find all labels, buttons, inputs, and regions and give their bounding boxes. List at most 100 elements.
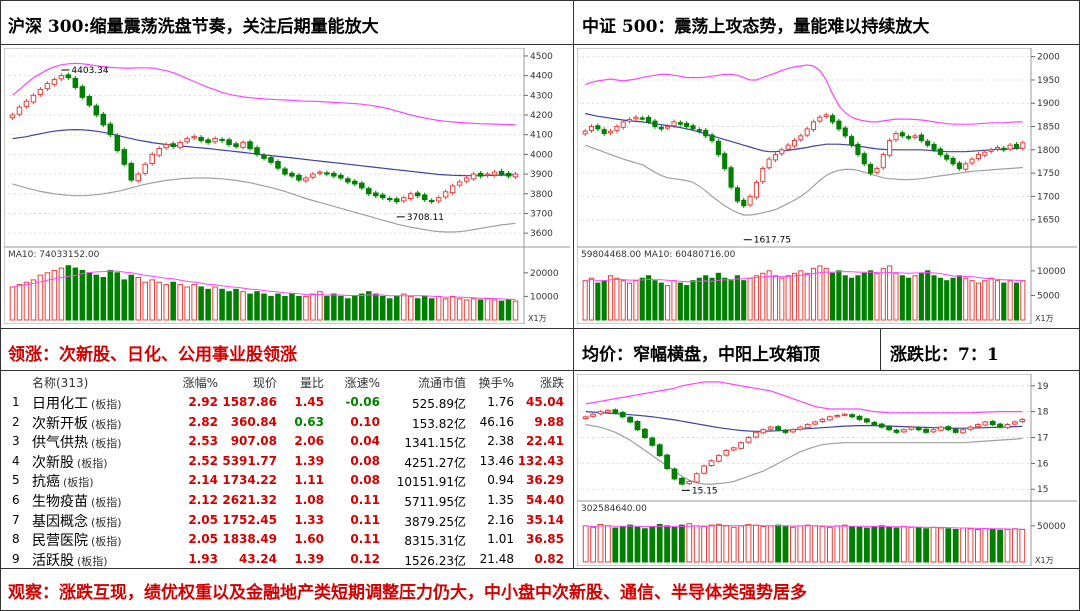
table-row[interactable]: 3 2.53 907.08 2.06 0.04 1341.15亿 2.38 22.41 供气供热… <box>6 432 566 452</box>
volume-bar <box>900 526 907 563</box>
volume-bar <box>779 277 785 321</box>
divider-mid-bottom <box>0 370 1080 371</box>
candle-body <box>960 429 967 434</box>
volume-bar <box>379 295 386 321</box>
row-price: 1587.86 <box>222 395 277 409</box>
candle-body <box>614 126 620 131</box>
volume-bar <box>627 524 634 563</box>
candle-body <box>100 113 107 126</box>
col-cap[interactable]: 流通市值 <box>417 376 466 390</box>
row-tag: (板指) <box>91 398 122 411</box>
lower-band-line <box>585 424 1023 485</box>
candle-body <box>893 429 900 433</box>
candle-body <box>723 449 730 456</box>
volume-bar <box>861 272 867 321</box>
volume-bar <box>842 275 848 321</box>
table-row[interactable]: 4 2.52 5391.77 1.39 0.08 4251.27亿 13.46 132.43 次… <box>6 452 566 472</box>
volume-bar <box>184 286 190 321</box>
row-cap: 3879.25亿 <box>404 514 466 529</box>
candle-body <box>597 411 604 415</box>
row-vol-ratio: 2.06 <box>294 434 324 449</box>
col-amount[interactable]: 涨跌 <box>539 376 564 390</box>
annotation-label: 3708.11 <box>407 213 444 223</box>
col-vol-ratio[interactable]: 量比 <box>299 376 324 390</box>
volume-bar <box>829 272 836 321</box>
col-turnover[interactable]: 换手% <box>478 376 514 390</box>
row-cap: 10151.91亿 <box>396 475 466 490</box>
table-row[interactable]: 2 2.82 360.84 0.63 0.10 153.82亿 46.16 9.88 次新开板(… <box>6 413 566 433</box>
volume-bar <box>871 526 878 563</box>
col-change[interactable]: 涨幅% <box>182 376 218 390</box>
volume-bar <box>826 526 833 563</box>
candle-body <box>671 468 678 480</box>
divider-vertical-top <box>573 0 574 368</box>
row-change: 2.53 <box>188 434 218 449</box>
volume-bar <box>812 525 819 563</box>
candle-body <box>804 424 811 429</box>
volume-bar <box>775 524 782 563</box>
volume-bar <box>886 526 893 563</box>
col-speed[interactable]: 涨速% <box>344 376 380 390</box>
candle-body <box>338 174 344 179</box>
candle-body <box>738 442 745 449</box>
candle-body <box>317 171 323 174</box>
volume-bar <box>715 523 722 563</box>
candle-body <box>779 149 785 155</box>
y-tick-label: 3700 <box>530 209 553 219</box>
volume-bar <box>834 525 841 563</box>
volume-bar <box>142 281 149 321</box>
volume-bar <box>709 277 715 321</box>
volume-bar <box>989 528 996 563</box>
volume-bar <box>191 284 197 321</box>
row-change: 1.93 <box>188 551 218 566</box>
volume-bar <box>918 272 924 321</box>
row-price: 360.84 <box>230 414 277 429</box>
volume-bar <box>627 282 633 321</box>
candle-body <box>400 197 407 202</box>
volume-bar <box>1013 282 1020 321</box>
candle-body <box>989 421 996 426</box>
volume-bar <box>738 525 745 563</box>
volume-bar <box>163 284 169 321</box>
row-name-text: 抗癌 <box>32 474 60 491</box>
candle-body <box>753 181 759 198</box>
row-index: 2 <box>12 414 20 429</box>
volume-bar <box>58 267 65 321</box>
candle-body <box>240 142 246 148</box>
candle-body <box>149 153 155 164</box>
volume-bar <box>723 525 730 563</box>
row-cap: 8315.31亿 <box>404 534 466 549</box>
candle-body <box>142 163 149 174</box>
table-row[interactable]: 9 1.93 43.24 1.39 0.12 1526.23亿 21.48 0.82 活跃股 (板… <box>6 550 566 570</box>
table-row[interactable]: 8 2.05 1838.49 1.60 0.11 8315.31亿 1.01 36.85 民营医… <box>6 530 566 550</box>
volume-bar <box>107 269 114 321</box>
col-price[interactable]: 现价 <box>252 376 277 390</box>
row-amount: 36.85 <box>526 532 564 547</box>
volume-unit-label: X1万 <box>1035 556 1054 565</box>
y-tick-label: 1800 <box>1037 146 1060 156</box>
candle-body <box>170 143 176 148</box>
row-name-text: 供气供热 <box>32 435 88 452</box>
candle-body <box>930 429 937 433</box>
table-row[interactable]: 6 2.12 2621.32 1.08 0.11 5711.95亿 1.35 54.40 生物疫… <box>6 491 566 511</box>
row-vol-ratio: 0.63 <box>294 414 324 429</box>
candle-body <box>918 134 924 142</box>
divider-mid-top <box>0 328 1080 329</box>
volume-bar <box>893 272 899 321</box>
volume-bar <box>646 275 652 321</box>
row-name: 供气供热 (板指) <box>32 432 122 452</box>
table-row[interactable]: 5 2.14 1734.22 1.11 0.08 10151.91亿 0.94 36.29 抗癌… <box>6 471 566 491</box>
volume-bar <box>752 524 759 563</box>
table-row[interactable]: 7 2.05 1752.45 1.33 0.11 3879.25亿 2.16 35.14 基因概… <box>6 511 566 531</box>
row-turnover: 13.46 <box>479 453 514 468</box>
row-index: 6 <box>12 493 20 507</box>
table-row[interactable]: 1 2.92 1587.86 1.45 -0.06 525.89亿 1.76 45.04 日用化… <box>6 393 566 413</box>
upper-band-line <box>584 64 1023 125</box>
candle-body <box>435 197 442 202</box>
col-name[interactable]: 名称(313) <box>32 376 89 390</box>
candle-body <box>498 170 505 175</box>
volume-bar <box>836 270 842 321</box>
volume-bar <box>303 295 309 321</box>
volume-bar <box>686 523 693 563</box>
volume-bar <box>212 286 218 321</box>
